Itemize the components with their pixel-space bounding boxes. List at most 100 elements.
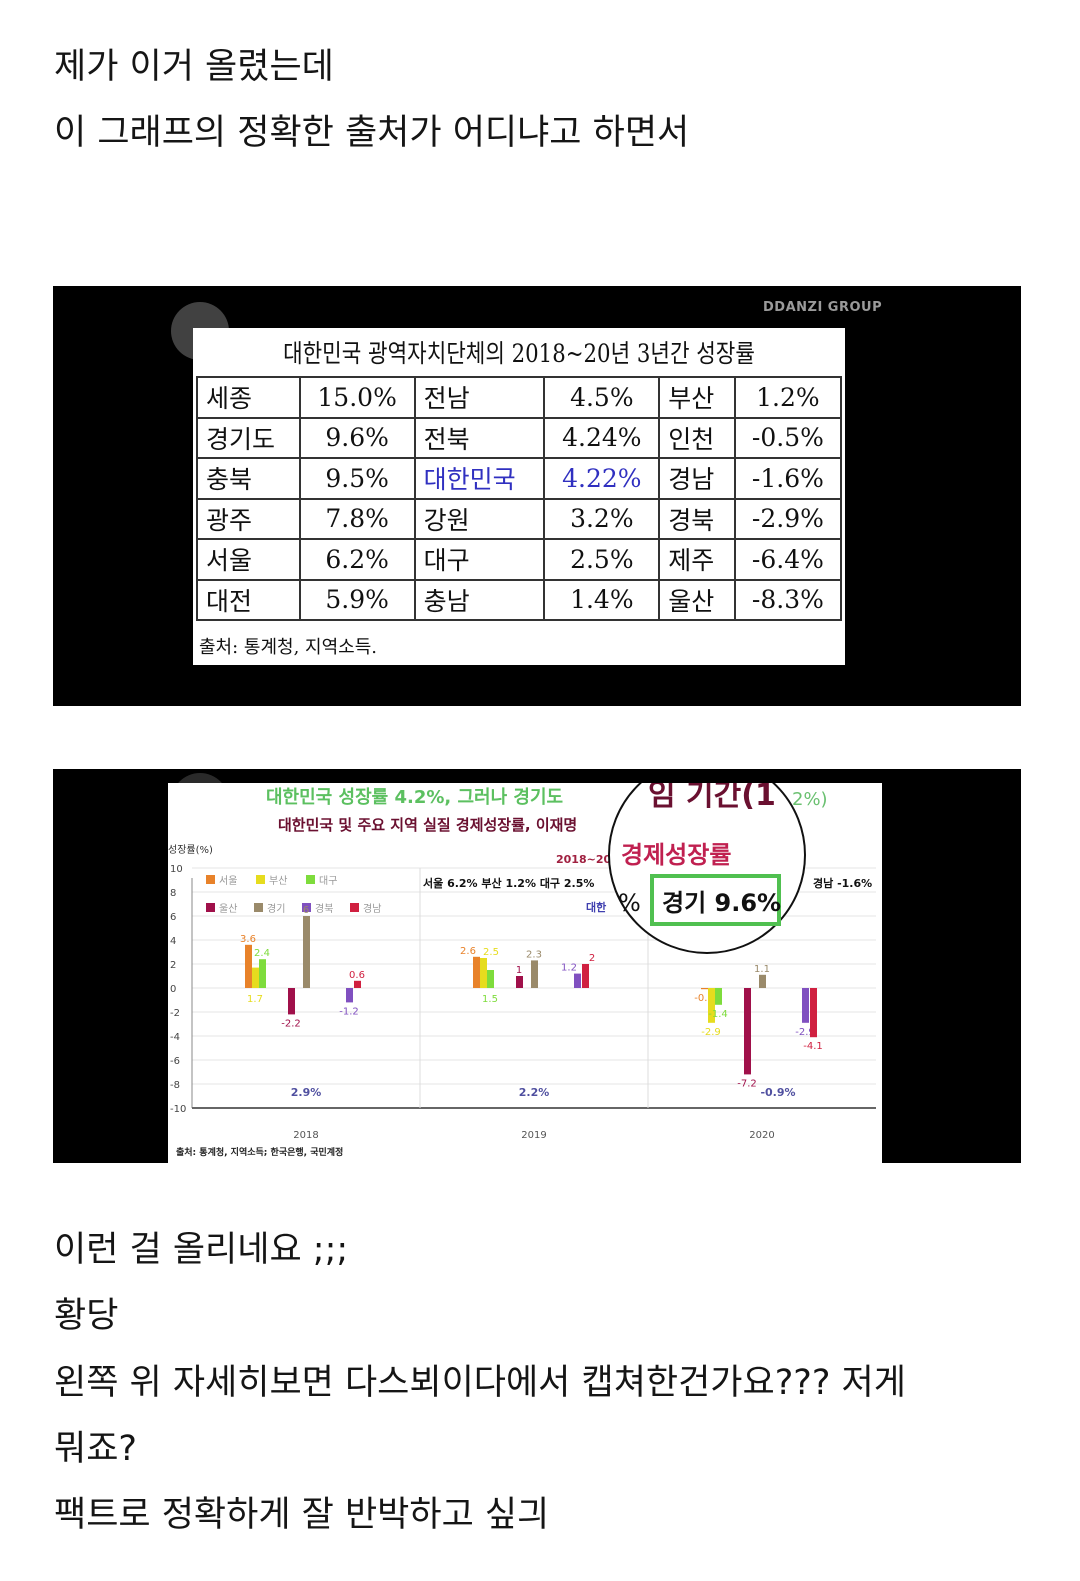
- magnifier-top-right: 2%): [792, 789, 828, 810]
- table-row: 세종 15.0% 전남 4.5% 부산 1.2%: [196, 376, 843, 419]
- magnifier-box-text: 경기 9.6%: [662, 889, 781, 917]
- legend-label: 경북: [315, 902, 333, 915]
- region-name: 경남: [658, 457, 736, 500]
- growth-value: 9.5%: [298, 457, 416, 500]
- post-line: 왼쪽 위 자세히보면 다스뵈이다에서 캡쳐한건가요??? 저게: [54, 1363, 906, 1403]
- growth-table-card: 대한민국 광역자치단체의 2018~20년 3년간 성장률 세종 15.0% 전남 4…: [193, 328, 845, 665]
- bar-value-label: 2: [589, 953, 595, 964]
- bar-경남: [810, 988, 817, 1038]
- growth-value: 6.2%: [298, 538, 416, 581]
- bar-경기: [303, 916, 310, 988]
- bar-value-label: 1.1: [754, 964, 770, 975]
- bar-value-label: -2.9: [701, 1027, 721, 1038]
- bar-value-label: 6: [303, 905, 309, 916]
- legend-label: 울산: [219, 903, 237, 915]
- region-name: 대구: [413, 538, 546, 581]
- bar-value-label: 1.5: [482, 994, 498, 1005]
- bar-부산: [480, 958, 487, 988]
- korea-growth-label: 2.2%: [519, 1086, 550, 1099]
- bar-value-label: 1.7: [247, 994, 263, 1005]
- bar-value-label: -2.9: [795, 1027, 815, 1038]
- chart-source: 출처: 통계청, 지역소득; 한국은행, 국민계정: [176, 1146, 343, 1158]
- growth-value: 4.22%: [543, 457, 661, 500]
- bar-value-label: -2.2: [281, 1018, 301, 1029]
- growth-value: -0.5%: [733, 416, 843, 459]
- growth-value: 5.9%: [298, 578, 416, 621]
- bar-울산: [516, 976, 523, 988]
- korea-growth-label: -0.9%: [760, 1086, 795, 1099]
- magnifier-highlight-box: [650, 874, 781, 926]
- y-tick-label: 4: [170, 936, 176, 947]
- bar-value-label: 3.6: [240, 934, 256, 945]
- y-tick-label: -10: [170, 1104, 186, 1115]
- bar-서울: [245, 944, 252, 988]
- growth-value: 7.8%: [298, 497, 416, 540]
- legend-label: 경기: [267, 902, 285, 915]
- bar-서울: [473, 956, 480, 988]
- bar-value-label: 0.6: [349, 970, 365, 981]
- bar-서울: [701, 988, 708, 990]
- legend-label: 경남: [363, 902, 381, 915]
- bar-경기: [531, 960, 538, 988]
- bar-value-label: 2.6: [460, 946, 476, 957]
- growth-value: 4.5%: [543, 376, 661, 419]
- table-screenshot: DDANZI GROUP 대한민국 광역자치단체의 2018~20년 3년간 성…: [53, 286, 1021, 706]
- y-tick-label: 6: [170, 912, 176, 923]
- bar-부산: [708, 988, 715, 1023]
- post-line: 뭐죠?: [54, 1429, 137, 1469]
- magnifier-label: 경제성장률: [621, 841, 731, 869]
- korea-partial: 대한: [586, 900, 606, 914]
- legend-swatch: [256, 875, 265, 884]
- bar-value-label: -1.4: [708, 1009, 728, 1020]
- bar-value-label: 2.5: [483, 947, 499, 958]
- y-tick-label: -6: [170, 1056, 180, 1067]
- growth-table: 세종 15.0% 전남 4.5% 부산 1.2% 경기도 9.6% 전북 4.24% 인천 -0.5%…: [196, 376, 843, 621]
- bar-value-label: 2.4: [254, 948, 270, 959]
- chart-screenshot: 대한민국 성장률 4.2%, 그러나 경기도 대한민국 및 주요 지역 실질 경…: [53, 769, 1021, 1163]
- bar-울산: [744, 988, 751, 1075]
- y-tick-label: 10: [170, 864, 183, 875]
- region-name: 경북: [658, 497, 736, 540]
- post-line: 이런 걸 올리네요 ;;;: [54, 1230, 349, 1270]
- legend-swatch: [302, 903, 311, 912]
- table-row: 광주 7.8% 강원 3.2% 경북 -2.9%: [196, 497, 843, 540]
- bar-경남: [354, 980, 361, 988]
- region-name: 서울: [196, 538, 301, 581]
- bar-대구: [259, 959, 266, 988]
- bar-value-label: -0.1: [694, 993, 714, 1004]
- bar-경북: [346, 988, 353, 1003]
- legend-label: 부산: [269, 875, 287, 887]
- region-name: 울산: [658, 578, 736, 621]
- legend-swatch: [206, 875, 215, 884]
- bar-경남: [582, 964, 589, 988]
- gyeongnam-label: 경남 -1.6%: [813, 876, 872, 890]
- growth-value: -6.4%: [733, 538, 843, 581]
- bar-대구: [487, 970, 494, 988]
- chart-subtitle: 대한민국 및 주요 지역 실질 경제성장률, 이재명: [278, 816, 577, 834]
- legend-swatch: [254, 903, 263, 912]
- summary-label: 서울 6.2% 부산 1.2% 대구 2.5%: [423, 876, 594, 890]
- y-tick-label: 2: [170, 960, 176, 971]
- table-row: 경기도 9.6% 전북 4.24% 인천 -0.5%: [196, 416, 843, 459]
- growth-value: -2.9%: [733, 497, 843, 540]
- x-tick-label: 2018: [293, 1130, 318, 1141]
- post-line: 팩트로 정확하게 잘 반박하고 싶긔: [54, 1495, 550, 1535]
- y-tick-label: -4: [170, 1032, 180, 1043]
- table-row: 대전 5.9% 충남 1.4% 울산 -8.3%: [196, 578, 843, 621]
- legend-swatch: [206, 903, 215, 912]
- region-name: 대전: [196, 578, 301, 621]
- x-tick-label: 2019: [521, 1130, 546, 1141]
- y-tick-label: -2: [170, 1008, 180, 1019]
- y-tick-label: 8: [170, 888, 176, 899]
- y-tick-label: 0: [170, 984, 176, 995]
- growth-value: -1.6%: [733, 457, 843, 500]
- magnifier-percent: %: [618, 889, 641, 917]
- post-line: 제가 이거 올렸는데: [54, 47, 334, 87]
- bar-value-label: 1: [516, 965, 522, 976]
- region-name: 인천: [658, 416, 736, 459]
- bar-경북: [574, 973, 581, 988]
- growth-chart: 대한민국 성장률 4.2%, 그러나 경기도 대한민국 및 주요 지역 실질 경…: [168, 783, 882, 1163]
- bar-value-label: -7.2: [737, 1078, 757, 1089]
- growth-value: -8.3%: [733, 578, 843, 621]
- period-label: 2018~20: [556, 853, 611, 866]
